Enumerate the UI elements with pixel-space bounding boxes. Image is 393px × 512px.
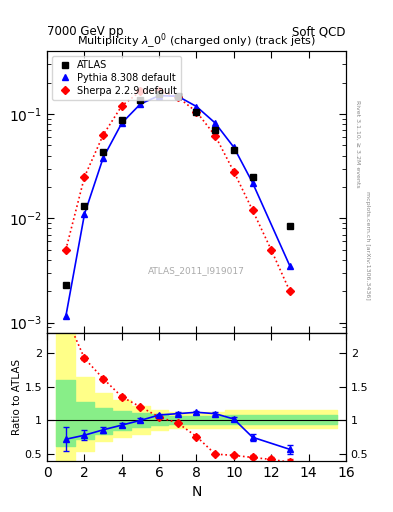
ATLAS <box>250 174 255 180</box>
Line: ATLAS: ATLAS <box>62 91 293 288</box>
Pythia 8.308 default <box>63 313 68 319</box>
Pythia 8.308 default <box>157 93 162 99</box>
ATLAS <box>82 203 87 209</box>
Sherpa 2.2.9 default <box>138 88 143 94</box>
ATLAS <box>119 117 124 123</box>
Pythia 8.308 default <box>101 155 105 161</box>
Sherpa 2.2.9 default <box>63 247 68 253</box>
ATLAS <box>101 149 105 155</box>
Pythia 8.308 default <box>194 103 199 110</box>
Sherpa 2.2.9 default <box>175 94 180 100</box>
Pythia 8.308 default <box>175 93 180 99</box>
Y-axis label: Ratio to ATLAS: Ratio to ATLAS <box>12 359 22 435</box>
Sherpa 2.2.9 default <box>288 288 292 294</box>
Pythia 8.308 default <box>288 263 292 269</box>
Legend: ATLAS, Pythia 8.308 default, Sherpa 2.2.9 default: ATLAS, Pythia 8.308 default, Sherpa 2.2.… <box>52 56 181 100</box>
Title: Multiplicity $\lambda\_0^0$ (charged only) (track jets): Multiplicity $\lambda\_0^0$ (charged onl… <box>77 32 316 51</box>
Pythia 8.308 default <box>82 211 87 217</box>
Text: Rivet 3.1.10, ≥ 3.2M events: Rivet 3.1.10, ≥ 3.2M events <box>356 99 361 187</box>
Text: ATLAS_2011_I919017: ATLAS_2011_I919017 <box>148 266 245 275</box>
Text: mcplots.cern.ch [arXiv:1306.3436]: mcplots.cern.ch [arXiv:1306.3436] <box>365 191 371 300</box>
Text: Soft QCD: Soft QCD <box>292 26 346 38</box>
ATLAS <box>175 93 180 99</box>
Sherpa 2.2.9 default <box>157 88 162 94</box>
Sherpa 2.2.9 default <box>250 207 255 213</box>
Sherpa 2.2.9 default <box>269 247 274 253</box>
Sherpa 2.2.9 default <box>231 168 236 175</box>
Sherpa 2.2.9 default <box>194 109 199 115</box>
Sherpa 2.2.9 default <box>101 132 105 138</box>
Line: Sherpa 2.2.9 default: Sherpa 2.2.9 default <box>63 89 293 294</box>
ATLAS <box>157 91 162 97</box>
ATLAS <box>63 282 68 288</box>
Text: 7000 GeV pp: 7000 GeV pp <box>47 26 124 38</box>
Line: Pythia 8.308 default: Pythia 8.308 default <box>62 92 293 320</box>
X-axis label: N: N <box>191 485 202 499</box>
Sherpa 2.2.9 default <box>213 133 218 139</box>
ATLAS <box>231 147 236 153</box>
Pythia 8.308 default <box>231 144 236 151</box>
ATLAS <box>288 223 292 229</box>
Pythia 8.308 default <box>138 101 143 107</box>
Pythia 8.308 default <box>119 120 124 126</box>
ATLAS <box>138 97 143 103</box>
ATLAS <box>194 109 199 115</box>
Pythia 8.308 default <box>250 180 255 186</box>
Sherpa 2.2.9 default <box>119 103 124 109</box>
Pythia 8.308 default <box>213 120 218 126</box>
ATLAS <box>213 127 218 133</box>
Sherpa 2.2.9 default <box>82 174 87 180</box>
